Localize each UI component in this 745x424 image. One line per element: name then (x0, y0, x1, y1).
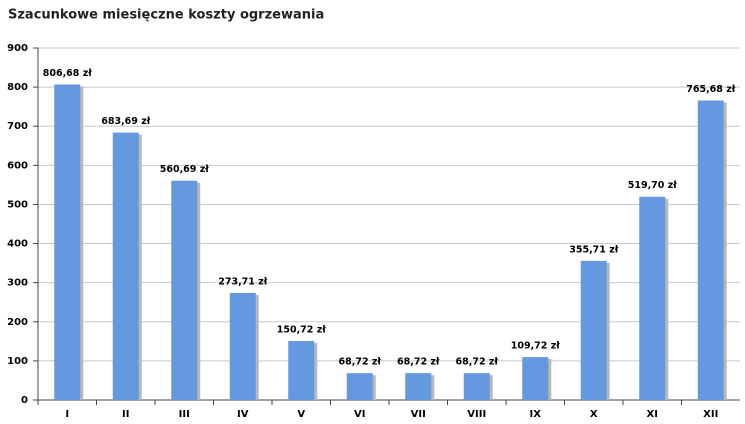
x-tick-label: IV (237, 409, 249, 420)
bar (522, 357, 549, 400)
bar (463, 373, 490, 400)
bar (171, 180, 198, 400)
value-label: 519,70 zł (628, 180, 677, 191)
bar (288, 341, 315, 400)
value-label: 68,72 zł (339, 357, 382, 368)
value-label: 683,69 zł (101, 116, 150, 127)
chart-title: Szacunkowe miesięczne koszty ogrzewania (8, 8, 324, 23)
bar (580, 260, 607, 400)
value-label: 560,69 zł (160, 164, 209, 175)
y-tick-label: 300 (7, 278, 28, 289)
bar (229, 292, 256, 400)
x-tick-label: I (65, 409, 69, 420)
value-label: 150,72 zł (277, 325, 326, 336)
x-tick-label: V (297, 409, 305, 420)
x-tick-label: XII (703, 409, 718, 420)
y-tick-label: 500 (7, 199, 28, 210)
x-tick-label: II (122, 409, 129, 420)
y-tick-label: 700 (7, 121, 28, 132)
bar (639, 196, 666, 400)
x-tick-label: VII (411, 409, 426, 420)
y-tick-label: 800 (7, 82, 28, 93)
value-label: 68,72 zł (397, 357, 440, 368)
value-label: 68,72 zł (456, 357, 499, 368)
bar (697, 100, 724, 400)
value-label: 765,68 zł (686, 84, 735, 95)
y-tick-label: 900 (7, 43, 28, 54)
x-tick-label: VI (354, 409, 365, 420)
value-label: 355,71 zł (569, 244, 618, 255)
x-tick-label: VIII (467, 409, 486, 420)
x-tick-label: IX (530, 409, 542, 420)
y-tick-label: 600 (7, 160, 28, 171)
bar (346, 373, 373, 400)
bar (54, 84, 81, 401)
value-label: 273,71 zł (218, 276, 267, 287)
bar (112, 132, 139, 400)
x-tick-label: III (179, 409, 190, 420)
y-tick-label: 0 (21, 395, 28, 406)
y-tick-label: 100 (7, 356, 28, 367)
value-label: 109,72 zł (511, 341, 560, 352)
value-label: 806,68 zł (43, 68, 92, 79)
y-tick-label: 400 (7, 239, 28, 250)
bar (405, 373, 432, 400)
x-tick-label: XI (647, 409, 658, 420)
y-tick-label: 200 (7, 317, 28, 328)
x-tick-label: X (590, 409, 598, 420)
